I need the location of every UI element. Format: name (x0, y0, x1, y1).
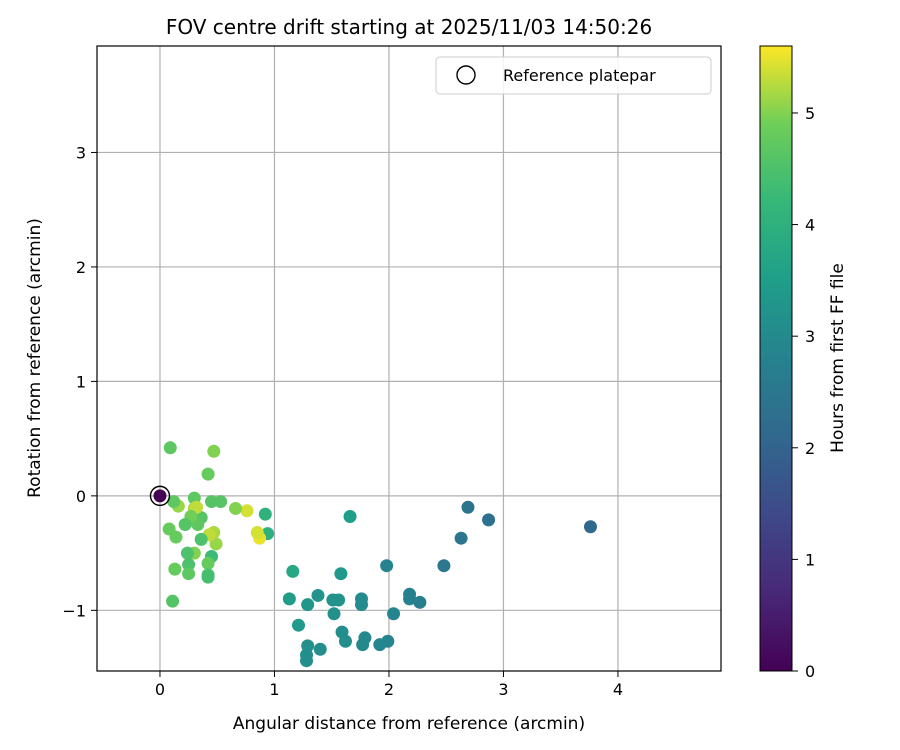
colorbar-tick-label: 2 (805, 439, 815, 458)
x-tick-label: 4 (613, 680, 623, 699)
data-point (166, 594, 180, 608)
data-point (162, 522, 176, 536)
data-point (454, 531, 468, 545)
data-point (583, 520, 597, 534)
data-point (178, 517, 192, 531)
gridlines (97, 46, 721, 671)
y-tick-label: −1 (62, 601, 86, 620)
data-point (240, 504, 254, 518)
colorbar-tick-label: 4 (805, 216, 815, 235)
legend-label-reference: Reference platepar (503, 66, 656, 85)
data-point (201, 467, 215, 481)
data-point (207, 444, 221, 458)
colorbar-tick-label: 3 (805, 327, 815, 346)
colorbar-label: Hours from first FF file (828, 263, 848, 453)
data-point (201, 570, 215, 584)
data-point (326, 593, 340, 607)
y-axis-label: Rotation from reference (arcmin) (25, 218, 45, 498)
data-point (354, 598, 368, 612)
data-point (403, 592, 417, 606)
data-point (182, 567, 196, 581)
data-point (250, 525, 264, 539)
data-point (229, 501, 243, 515)
data-point (327, 607, 341, 621)
y-axis-ticks: −1 0 1 2 3 (62, 143, 97, 620)
data-points (149, 441, 597, 668)
data-point (413, 595, 427, 609)
y-tick-label: 0 (76, 487, 86, 506)
data-point (258, 507, 272, 521)
data-point (334, 567, 348, 581)
x-tick-label: 0 (155, 680, 165, 699)
data-point (301, 598, 315, 612)
data-point (313, 642, 327, 656)
data-point (180, 546, 194, 560)
colorbar-tick-label: 1 (805, 550, 815, 569)
y-tick-label: 2 (76, 258, 86, 277)
x-tick-label: 3 (498, 680, 508, 699)
data-point (168, 562, 182, 576)
x-axis-ticks: 0 1 2 3 4 (155, 671, 623, 699)
data-point (311, 588, 325, 602)
data-point (461, 500, 475, 514)
data-point (201, 556, 215, 570)
colorbar-tick-label: 5 (805, 104, 815, 123)
data-point (387, 607, 401, 621)
data-point (343, 509, 357, 523)
data-point (182, 558, 196, 572)
data-point (482, 513, 496, 527)
legend-marker-reference (456, 65, 476, 85)
plot-frame (96, 45, 722, 672)
data-point (292, 618, 306, 632)
data-point (214, 495, 228, 509)
data-point (380, 559, 394, 573)
x-tick-label: 2 (384, 680, 394, 699)
data-point (373, 638, 387, 652)
data-point (437, 559, 451, 573)
legend: Reference platepar (435, 56, 712, 95)
data-point (338, 634, 352, 648)
x-tick-label: 1 (269, 680, 279, 699)
colorbar-gradient (759, 45, 793, 672)
data-point (153, 489, 167, 503)
data-point (167, 495, 181, 509)
data-point (163, 441, 177, 455)
data-point (300, 654, 314, 668)
data-point (194, 532, 208, 546)
colorbar: 0 1 2 3 4 5 Hours from first FF file (759, 45, 848, 681)
data-point (286, 564, 300, 578)
colorbar-tick-label: 0 (805, 662, 815, 681)
chart-title: FOV centre drift starting at 2025/11/03 … (166, 15, 652, 39)
data-point (282, 592, 296, 606)
y-tick-label: 1 (76, 372, 86, 391)
colorbar-ticks: 0 1 2 3 4 5 (792, 104, 815, 681)
data-point (356, 638, 370, 652)
reference-platepar-marker (149, 485, 171, 507)
y-tick-label: 3 (76, 143, 86, 162)
x-axis-label: Angular distance from reference (arcmin) (233, 714, 585, 734)
data-point (204, 495, 218, 509)
legend-box (435, 56, 712, 95)
data-point (209, 537, 223, 551)
